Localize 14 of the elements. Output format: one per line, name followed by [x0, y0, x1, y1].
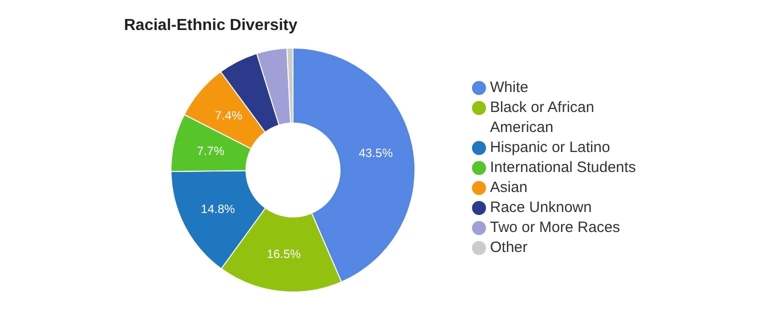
- legend-label: International Students: [490, 158, 636, 178]
- data-label: 14.8%: [200, 202, 236, 216]
- legend-label: Black or African American: [490, 98, 596, 138]
- legend-label: Other: [490, 238, 528, 258]
- legend-label: White: [490, 78, 528, 98]
- chart-title: Racial-Ethnic Diversity: [124, 17, 298, 35]
- legend-label: Race Unknown: [490, 198, 592, 218]
- legend-label: Hispanic or Latino: [490, 138, 610, 158]
- legend-label: Asian: [490, 178, 528, 198]
- legend-label: Two or More Races: [490, 218, 620, 238]
- data-label: 7.7%: [197, 144, 225, 158]
- data-label: 43.5%: [358, 146, 394, 160]
- data-label: 16.5%: [266, 246, 302, 261]
- data-label: 7.4%: [214, 108, 243, 122]
